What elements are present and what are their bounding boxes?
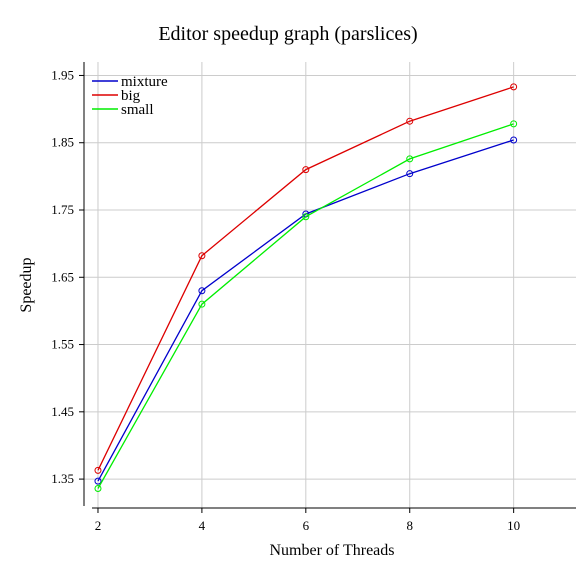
x-axis-label: Number of Threads <box>270 542 395 559</box>
grid <box>84 62 576 508</box>
x-tick-label: 2 <box>95 518 102 533</box>
x-tick-label: 8 <box>406 518 413 533</box>
axes <box>79 62 576 513</box>
y-tick-label: 1.35 <box>51 471 74 486</box>
y-axis-label: Speedup <box>18 257 35 312</box>
x-tick-label: 4 <box>199 518 206 533</box>
y-tick-label: 1.45 <box>51 404 74 419</box>
x-tick-label: 6 <box>303 518 310 533</box>
legend-label: small <box>121 102 154 118</box>
y-tick-label: 1.75 <box>51 202 74 217</box>
y-tick-label: 1.95 <box>51 67 74 82</box>
x-tick-label: 10 <box>507 518 520 533</box>
y-tick-label: 1.55 <box>51 337 74 352</box>
chart-title: Editor speedup graph (parslices) <box>158 23 417 45</box>
y-tick-label: 1.65 <box>51 269 74 284</box>
legend-item-small: small <box>92 102 154 118</box>
tick-labels: 1.35 1.45 1.55 1.65 1.75 1.85 1.95 2 4 6 8 10 <box>51 67 520 533</box>
y-tick-label: 1.85 <box>51 135 74 150</box>
